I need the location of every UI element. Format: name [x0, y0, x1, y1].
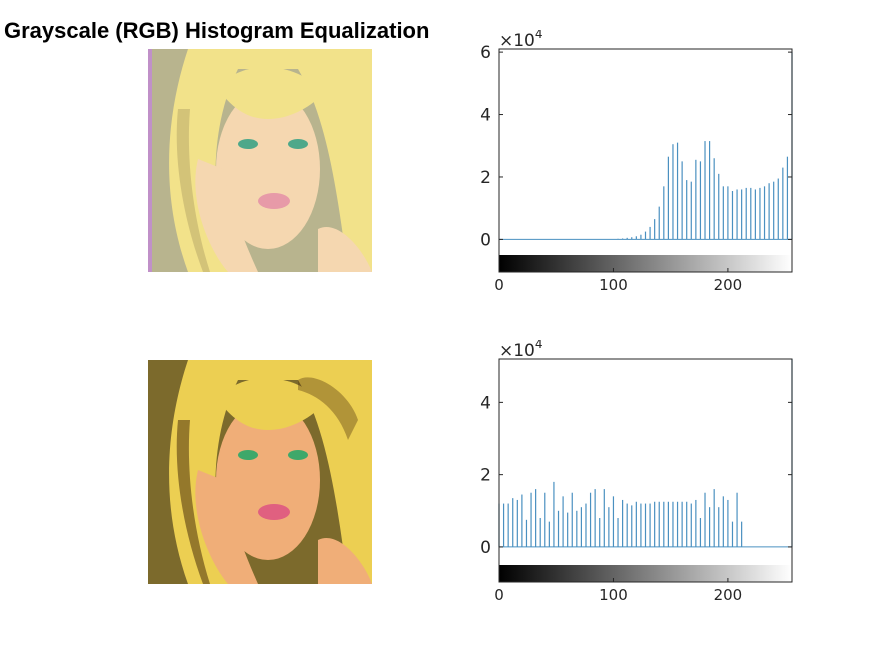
y-tick-label: 4 [480, 393, 491, 413]
y-tick-label: 0 [480, 230, 491, 250]
x-tick-label: 0 [494, 586, 504, 604]
y-tick-label: 0 [480, 538, 491, 558]
figure-title: Grayscale (RGB) Histogram Equalization [4, 18, 430, 43]
y-exponent-label: ×104 [499, 30, 543, 51]
x-tick-label: 200 [714, 586, 743, 604]
x-tick-label: 100 [599, 586, 628, 604]
y-tick-label: 6 [480, 43, 491, 63]
grayscale-colorbar [499, 565, 792, 582]
axes-box [498, 358, 793, 583]
equalized-image [148, 360, 372, 584]
y-tick-label: 2 [480, 168, 491, 188]
original-image [148, 49, 372, 272]
portrait-original [148, 49, 372, 272]
histogram-equalized: 0 2 4 0 100 200 ×104 [480, 340, 793, 604]
y-tick-label: 2 [480, 466, 491, 486]
histogram-original: 0 2 4 6 0 100 200 ×104 [480, 30, 793, 294]
x-tick-label: 100 [599, 276, 628, 294]
x-tick-label: 0 [494, 276, 504, 294]
portrait-equalized [148, 360, 372, 584]
x-tick-label: 200 [714, 276, 743, 294]
axes-box [498, 48, 793, 273]
y-exponent-label: ×104 [499, 340, 543, 361]
y-tick-label: 4 [480, 106, 491, 126]
grayscale-colorbar [499, 255, 792, 272]
